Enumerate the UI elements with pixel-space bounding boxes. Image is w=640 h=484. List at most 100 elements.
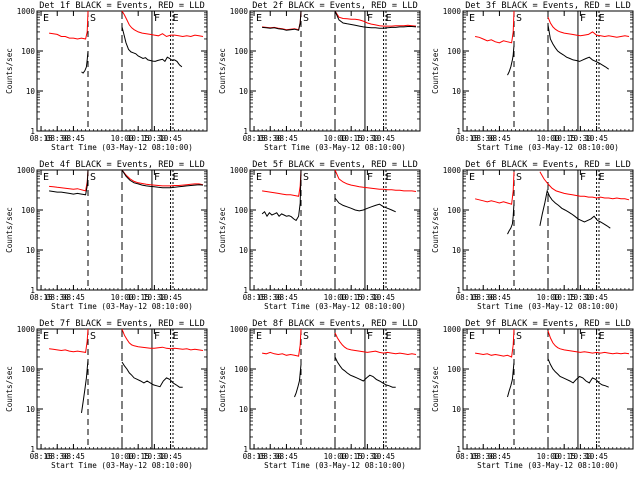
- y-tick-label: 10: [452, 246, 462, 255]
- y-axis-label: Counts/sec: [5, 48, 14, 94]
- lld-series-line: [334, 169, 417, 192]
- x-tick-label: 10:00: [537, 452, 560, 461]
- x-tick-label: 10:00: [324, 293, 347, 302]
- y-tick-label: 1: [243, 286, 248, 295]
- chart-panel: Det 4f BLACK = Events, RED = LLD 1 10 100 10…: [5, 160, 208, 311]
- x-tick-label: 08:15: [456, 134, 479, 143]
- lld-series-line: [262, 328, 302, 357]
- x-tick-label: 08:45: [275, 452, 298, 461]
- y-tick-label: 1000: [230, 325, 249, 334]
- events-series-line: [547, 358, 609, 388]
- events-series-line: [81, 50, 89, 74]
- y-tick-label: 1: [456, 445, 461, 454]
- x-tick-label: 08:15: [30, 452, 53, 461]
- events-series-line: [547, 24, 609, 70]
- chart-panel: Det 3f BLACK = Events, RED = LLD 1 10 100 10…: [431, 1, 634, 152]
- x-tick-label: 10:45: [159, 134, 182, 143]
- interval-flag: S: [303, 331, 309, 342]
- x-tick-label: 10:15: [127, 134, 150, 143]
- y-tick-label: 100: [447, 206, 461, 215]
- chart-panel: Det 6f BLACK = Events, RED = LLD 1 10 100 10…: [431, 160, 634, 311]
- x-axis-label: Start Time (03-May-12 08:10:00): [51, 461, 193, 470]
- lld-series-line: [547, 17, 630, 38]
- panel-title: Det 8f BLACK = Events, RED = LLD: [252, 319, 418, 329]
- interval-flag: S: [90, 13, 96, 24]
- events-series-line: [507, 361, 515, 398]
- interval-flag: E: [599, 331, 605, 342]
- x-tick-label: 10:30: [569, 134, 592, 143]
- x-tick-label: 08:45: [488, 293, 511, 302]
- y-tick-label: 1000: [17, 7, 36, 16]
- chart-panel: Det 5f BLACK = Events, RED = LLD 1 10 100 10…: [218, 160, 421, 311]
- lld-series-line: [49, 328, 89, 353]
- panel-title: Det 4f BLACK = Events, RED = LLD: [39, 160, 205, 170]
- y-axis-label: Counts/sec: [5, 207, 14, 253]
- x-tick-label: 08:45: [62, 452, 85, 461]
- y-tick-label: 100: [234, 206, 248, 215]
- y-tick-label: 10: [452, 87, 462, 96]
- y-tick-label: 100: [234, 47, 248, 56]
- events-series-line: [507, 202, 515, 235]
- interval-flag: S: [303, 13, 309, 24]
- y-axis-label: Counts/sec: [218, 48, 227, 94]
- events-series-line: [334, 197, 396, 213]
- interval-flag: E: [173, 172, 179, 183]
- x-tick-label: 10:30: [356, 293, 379, 302]
- panel-title: Det 5f BLACK = Events, RED = LLD: [252, 160, 418, 170]
- y-tick-label: 1000: [443, 7, 462, 16]
- y-tick-label: 100: [447, 47, 461, 56]
- chart-panel: Det 9f BLACK = Events, RED = LLD 1 10 100 10…: [431, 319, 634, 470]
- x-tick-label: 08:30: [46, 134, 69, 143]
- lld-series-line: [121, 169, 204, 187]
- interval-flag: F: [367, 331, 373, 342]
- x-tick-label: 08:15: [243, 293, 266, 302]
- x-tick-label: 10:30: [356, 452, 379, 461]
- y-tick-label: 1000: [443, 325, 462, 334]
- y-tick-label: 10: [26, 405, 36, 414]
- interval-flag: E: [256, 331, 262, 342]
- interval-flag: S: [303, 172, 309, 183]
- lld-series-line: [539, 171, 630, 201]
- interval-flag: F: [367, 13, 373, 24]
- y-tick-label: 1000: [230, 7, 249, 16]
- y-tick-label: 1: [456, 286, 461, 295]
- x-tick-label: 10:00: [111, 134, 134, 143]
- lld-series-line: [121, 10, 204, 38]
- interval-flag: E: [386, 13, 392, 24]
- panel-title: Det 9f BLACK = Events, RED = LLD: [465, 319, 631, 329]
- interval-flag: S: [516, 172, 522, 183]
- x-tick-label: 08:30: [259, 452, 282, 461]
- x-tick-label: 10:30: [569, 293, 592, 302]
- x-tick-label: 10:00: [324, 134, 347, 143]
- x-tick-label: 10:00: [537, 293, 560, 302]
- x-tick-label: 10:00: [324, 452, 347, 461]
- x-tick-label: 08:30: [46, 452, 69, 461]
- x-tick-label: 10:45: [372, 293, 395, 302]
- x-tick-label: 08:15: [243, 134, 266, 143]
- x-tick-label: 08:30: [472, 293, 495, 302]
- y-tick-label: 10: [26, 246, 36, 255]
- x-tick-label: 08:45: [62, 134, 85, 143]
- events-series-line: [261, 169, 302, 222]
- y-tick-label: 10: [239, 405, 249, 414]
- lld-series-line: [49, 169, 89, 192]
- interval-flag: E: [173, 13, 179, 24]
- chart-panel: Det 2f BLACK = Events, RED = LLD 1 10 100 10…: [218, 1, 421, 152]
- y-axis-label: Counts/sec: [431, 48, 440, 94]
- y-tick-label: 100: [447, 365, 461, 374]
- events-series-line: [334, 356, 396, 388]
- x-tick-label: 08:30: [46, 293, 69, 302]
- events-series-line: [507, 45, 515, 76]
- x-tick-label: 10:45: [159, 452, 182, 461]
- y-tick-label: 10: [26, 87, 36, 96]
- y-axis-label: Counts/sec: [218, 366, 227, 412]
- y-tick-label: 1: [456, 127, 461, 136]
- x-tick-label: 10:15: [127, 452, 150, 461]
- x-tick-label: 10:30: [356, 134, 379, 143]
- y-tick-label: 1: [30, 286, 35, 295]
- y-axis-label: Counts/sec: [5, 366, 14, 412]
- x-tick-label: 10:15: [340, 452, 363, 461]
- interval-flag: S: [90, 331, 96, 342]
